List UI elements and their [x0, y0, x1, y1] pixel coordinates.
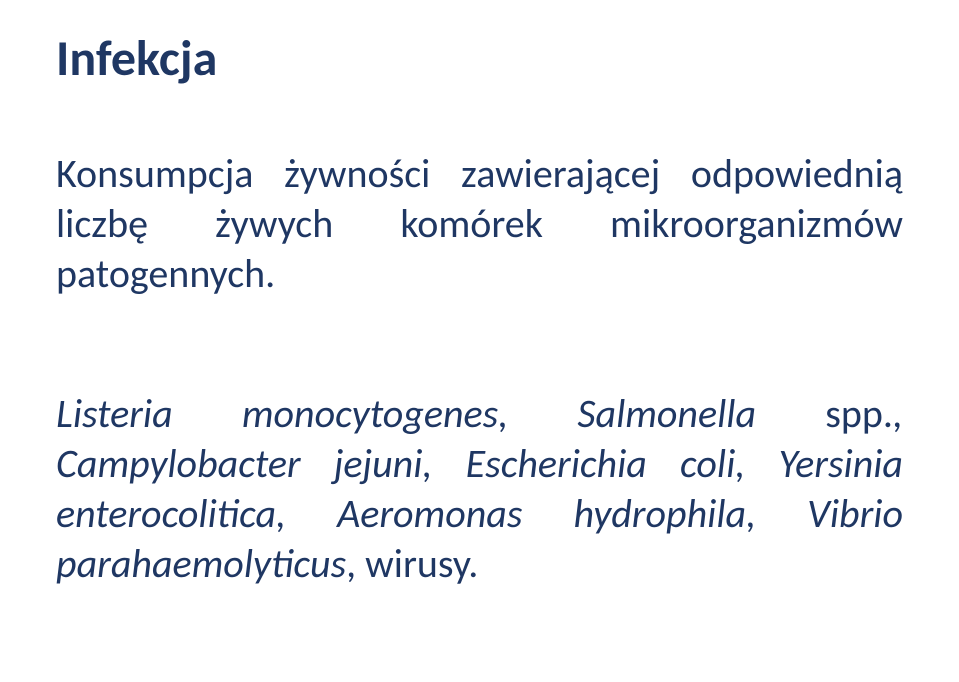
plain-run-1: spp. [825, 389, 893, 438]
paragraph-examples: Listeria monocytogenes, Salmonella spp.,… [56, 389, 903, 589]
plain-run-2: , wirusy. [346, 539, 478, 588]
slide: Infekcja Konsumpcja żywności zawierające… [0, 0, 959, 682]
paragraph-definition: Konsumpcja żywności zawierającej odpowie… [56, 149, 903, 299]
slide-title: Infekcja [56, 28, 903, 89]
italic-run-1: Listeria monocytogenes, Salmonella [56, 389, 825, 438]
